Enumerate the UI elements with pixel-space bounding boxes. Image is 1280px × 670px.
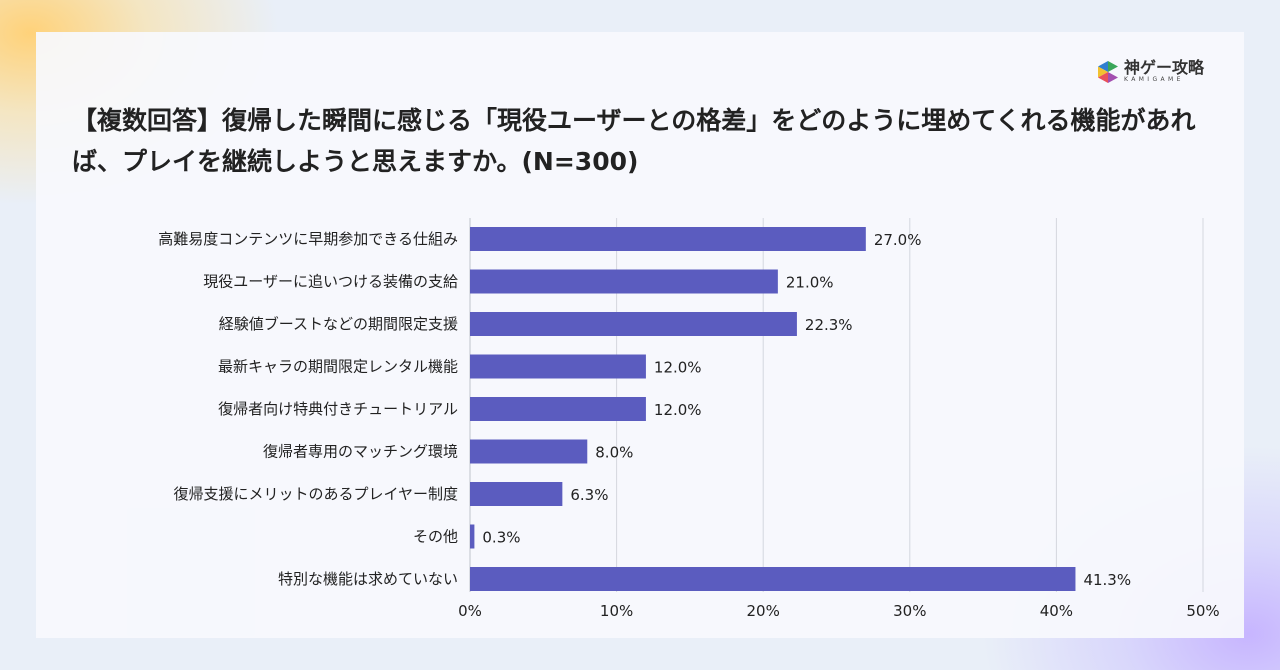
chart-title: 【複数回答】復帰した瞬間に感じる「現役ユーザーとの格差」をどのように埋めてくれる… xyxy=(72,106,1196,176)
x-tick-label: 30% xyxy=(893,602,926,620)
data-label: 6.3% xyxy=(570,486,608,504)
x-tick-label: 10% xyxy=(600,602,633,620)
logo-subtext: KAMIGAME xyxy=(1124,76,1184,83)
category-label: 現役ユーザーに追いつける装備の支給 xyxy=(203,273,458,291)
category-label: 経験値ブーストなどの期間限定支援 xyxy=(219,315,458,333)
data-label: 21.0% xyxy=(786,274,834,292)
category-label: 最新キャラの期間限定レンタル機能 xyxy=(218,358,458,376)
bar xyxy=(470,397,646,421)
category-label: 高難易度コンテンツに早期参加できる仕組み xyxy=(158,230,458,248)
bar xyxy=(470,354,646,379)
logo-text: 神ゲー攻略 xyxy=(1124,58,1205,77)
x-tick-label: 50% xyxy=(1186,602,1219,620)
x-tick-label: 20% xyxy=(747,602,780,620)
category-label: 特別な機能は求めていない xyxy=(278,570,458,588)
bar xyxy=(470,312,797,336)
category-label: 復帰者専用のマッチング環境 xyxy=(263,443,458,461)
bar xyxy=(470,439,588,464)
bar xyxy=(470,524,475,549)
data-label: 0.3% xyxy=(482,529,520,547)
logo-icon xyxy=(1098,61,1118,83)
x-tick-label: 40% xyxy=(1040,602,1073,620)
x-tick-label: 0% xyxy=(458,602,482,620)
category-label: 復帰者向け特典付きチュートリアル xyxy=(218,400,458,418)
data-label: 8.0% xyxy=(595,444,633,462)
data-label: 27.0% xyxy=(874,231,922,249)
data-label: 41.3% xyxy=(1083,571,1131,589)
bar xyxy=(470,227,866,251)
bar xyxy=(470,269,778,294)
category-label: 復帰支援にメリットのあるプレイヤー制度 xyxy=(173,485,458,503)
bar xyxy=(470,567,1076,591)
data-label: 12.0% xyxy=(654,401,702,419)
category-label: その他 xyxy=(413,528,458,546)
logo: 神ゲー攻略 KAMIGAME xyxy=(1098,60,1204,84)
data-label: 22.3% xyxy=(805,316,853,334)
data-label: 12.0% xyxy=(654,359,702,377)
bar xyxy=(470,482,563,506)
